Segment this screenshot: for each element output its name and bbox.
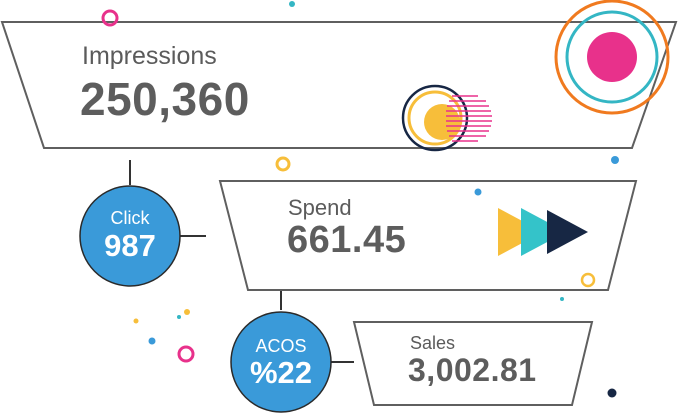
acos-circle — [230, 311, 332, 413]
acos-value: %22 — [249, 355, 313, 390]
impressions-label: Impressions — [82, 42, 217, 70]
sales-label: Sales — [410, 333, 456, 353]
impressions-value: 250,360 — [80, 73, 250, 125]
rings-decoration — [554, 0, 670, 115]
funnel-tier-sales — [352, 321, 594, 406]
spend-value: 661.45 — [287, 219, 407, 261]
sales-value: 3,002.81 — [408, 352, 537, 388]
spend-label: Spend — [288, 195, 352, 220]
funnel-tier-impressions — [0, 21, 678, 149]
confetti-decoration — [101, 1, 619, 398]
acos-label: ACOS — [255, 336, 307, 356]
striped-circle-decoration — [401, 84, 492, 152]
click-circle — [79, 185, 181, 287]
funnel-tier-spend — [218, 180, 638, 291]
play-arrows-icon — [498, 208, 588, 256]
click-value: 987 — [104, 228, 156, 263]
click-label: Click — [110, 208, 150, 228]
